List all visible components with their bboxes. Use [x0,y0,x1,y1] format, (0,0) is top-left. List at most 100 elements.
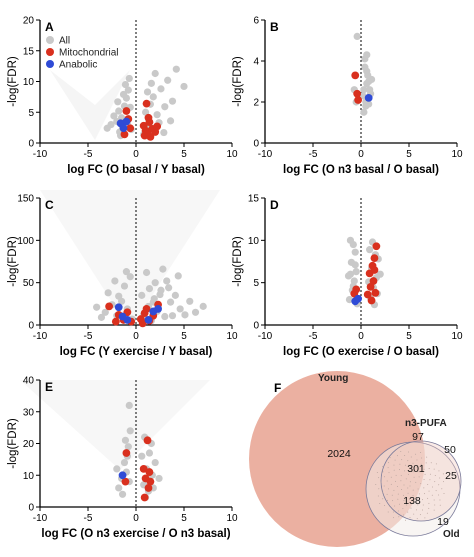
venn-texture-dot [401,488,403,490]
venn-value-n3-only: 50 [444,444,456,456]
venn-texture-dot [407,492,409,494]
point-all [351,248,359,256]
venn-texture-dot [427,497,429,499]
point-all [353,32,361,41]
point-all [126,273,134,281]
venn-texture-dot [416,466,418,468]
point-all [376,270,384,278]
venn-texture-dot [387,467,389,469]
point-all [143,88,152,96]
point-all [111,277,119,285]
point-mitochondrial [369,277,378,285]
point-mitochondrial [142,305,151,313]
venn-texture-dot [400,475,402,477]
point-all [118,297,126,305]
venn-texture-dot [394,459,396,461]
venn-texture-dot [415,481,417,483]
point-all [164,76,172,84]
venn-texture-dot [428,507,430,509]
y-axis-label: -log(FDR) [7,418,19,469]
venn-texture-dot [378,488,380,490]
point-anabolic [114,303,123,312]
point-all [364,71,372,79]
point-all [138,291,146,299]
venn-texture-dot [412,495,414,497]
x-tick-label: 0 [133,331,139,342]
venn-value-young-only: 2024 [327,448,351,460]
venn-texture-dot [433,499,435,501]
venn-texture-dot [417,488,419,490]
venn-texture-dot [421,509,423,511]
point-all [346,236,355,244]
venn-texture-dot [424,517,426,519]
y-tick-label: 0 [253,321,259,332]
panel-b: -10 -5 0 5 10 0 2 4 6 log FC (O n3 basal / O basa… [232,16,463,177]
point-all [191,308,200,316]
venn-texture-dot [428,467,430,469]
venn-texture-dot [404,464,406,466]
point-all [151,69,159,78]
y-tick-label: 20 [23,16,35,27]
point-mitochondrial [139,465,148,473]
point-mitochondrial [140,493,149,502]
point-all [345,296,354,304]
background-arrows [20,70,220,470]
venn-texture-dot [412,471,414,473]
point-mitochondrial [153,122,162,131]
venn-texture-dot [386,499,388,501]
point-all [360,86,368,94]
venn-texture-dot [441,488,443,490]
venn-texture-dot [387,488,389,490]
venn-texture-dot [426,456,428,458]
venn-texture-dot [424,473,426,475]
x-tick-label: -5 [309,331,318,342]
venn-texture-dot [433,509,435,511]
venn-texture-dot [416,459,418,461]
point-all [97,313,106,321]
y-tick-label: 50 [23,278,35,289]
venn-texture-dot [434,481,436,483]
y-tick-label: 40 [23,376,35,387]
point-all [104,289,112,297]
point-all [121,80,130,89]
point-mitochondrial [351,71,360,80]
venn-texture-dot [439,504,441,506]
venn-texture-dot [429,473,431,475]
venn-texture-dot [409,485,411,487]
venn-texture-dot [376,471,378,473]
venn-texture-dot [392,511,394,513]
point-mitochondrial [105,302,114,311]
x-tick-label: -5 [84,149,93,160]
point-all [163,277,171,285]
point-all [119,90,128,99]
point-all [351,261,359,269]
legend-label-mitochondrial: Mitochondrial [59,48,118,59]
venn-texture-dot [404,454,406,456]
point-all [363,51,371,59]
y-tick-label: 4 [253,57,259,68]
venn-texture-dot [395,474,397,476]
venn-texture-dot [423,468,425,470]
venn-label-young: Young [318,373,348,384]
venn-value-young-old: 138 [403,495,421,507]
legend-marker-anabolic [46,60,54,68]
venn-texture-dot [398,516,400,518]
venn-texture-dot [425,462,427,464]
point-all [166,298,175,306]
y-tick-label: 15 [23,46,35,57]
point-all [142,268,151,277]
point-mitochondrial [120,130,129,139]
y-tick-label: 150 [17,194,34,205]
venn-circle-n3 [380,440,462,522]
point-all [172,65,180,73]
point-mitochondrial [146,477,155,486]
x-tick-label: 5 [181,149,187,160]
point-all [360,108,368,116]
venn-texture-dot [400,450,402,452]
x-tick-label: 10 [226,149,238,160]
y-tick-label: 0 [253,139,259,150]
y-tick-label: 15 [248,194,260,205]
point-all [120,282,129,290]
x-tick-label: -10 [33,331,48,342]
